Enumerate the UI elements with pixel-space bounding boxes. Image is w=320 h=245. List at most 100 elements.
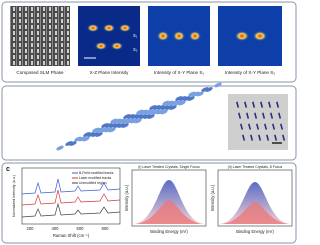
crystal [214, 82, 222, 88]
x-tick-label: 600 [77, 226, 85, 231]
x-axis-label: Raman Shift (cm⁻¹) [53, 233, 90, 238]
crystal [121, 123, 129, 128]
crystal [183, 96, 191, 101]
raman-axes [21, 167, 121, 225]
rod [264, 123, 268, 130]
marker: S₁ [133, 33, 138, 38]
crystal [83, 132, 91, 137]
caption: Intensity of X-Y Plane S₂ [225, 70, 275, 75]
x-tick-label: 400 [52, 226, 60, 231]
slm-image [10, 6, 70, 66]
crystal [100, 127, 108, 133]
sem-rods [236, 101, 286, 141]
crystal-lattice [56, 82, 222, 151]
rod [239, 123, 244, 130]
crystal [170, 100, 178, 106]
crystal [118, 118, 126, 124]
rod [252, 101, 256, 108]
raman-curve [21, 189, 121, 206]
xps-plot [131, 169, 207, 227]
rod [238, 112, 242, 119]
crystal [196, 91, 204, 97]
crystal [113, 123, 121, 128]
crystal [148, 109, 156, 115]
crystal [134, 118, 142, 124]
xy-s2-spots [235, 31, 267, 41]
crystal [87, 132, 95, 137]
plot-title: (i) Laser Treated Crystals, Single Focus [138, 165, 200, 169]
caption: Intensity of X-Y Plane S₁ [154, 70, 204, 75]
rod [282, 134, 286, 141]
crystal [192, 91, 200, 97]
crystal [136, 109, 144, 115]
rod [246, 112, 250, 119]
raman-curve [21, 178, 121, 195]
rod [254, 112, 258, 119]
rod [276, 101, 280, 108]
crystal [139, 114, 147, 119]
xy-s2-image [218, 6, 282, 66]
crystal [78, 136, 86, 142]
crystal [169, 105, 177, 110]
crystal [205, 87, 213, 92]
crystal [174, 100, 182, 106]
legend-entry: Laser modified tracks [79, 176, 112, 180]
crystal [149, 105, 157, 110]
crystal [156, 109, 164, 115]
crystal [188, 91, 196, 97]
crystal [135, 114, 143, 119]
rod [244, 101, 248, 108]
panel-label: c [6, 166, 10, 173]
x-tick-label: 200 [27, 226, 35, 231]
crystal [152, 109, 160, 115]
crystal [201, 87, 209, 92]
rod [273, 134, 278, 141]
raman-curve [21, 202, 121, 218]
crystal [162, 100, 170, 106]
crystal [178, 100, 186, 106]
crystal [82, 136, 90, 142]
crystal [117, 123, 125, 128]
crystal [187, 96, 195, 101]
figure: S₁ S₂ Composed SLM Phase X-Z Plane Inten… [1, 1, 297, 244]
xps-plot [217, 169, 293, 227]
crystal [131, 114, 139, 119]
rod [256, 123, 260, 130]
caption: X-Z Plane Intensity [90, 70, 130, 75]
rod [280, 123, 284, 130]
crystal [109, 123, 117, 128]
y-axis-label: Intensity (a.u.) [124, 184, 129, 211]
rod [278, 112, 282, 119]
crystal [96, 127, 104, 133]
rod [258, 134, 262, 141]
rod [248, 123, 252, 130]
rod [268, 101, 272, 108]
marker: S₂ [133, 47, 138, 52]
crystal [143, 114, 151, 119]
crystal [127, 114, 135, 119]
crystal [165, 105, 173, 110]
crystal [110, 118, 118, 124]
crystal [95, 132, 103, 137]
plot-title: (ii) Laser Treated Crystals, 8 Focus [228, 165, 283, 169]
crystal [157, 105, 165, 110]
crystal [179, 96, 187, 101]
legend-entry: Unmodified region [79, 181, 107, 185]
legend-entry: B-Field modified tracks [79, 171, 114, 175]
x-axis-label: Binding Energy (eV) [236, 229, 274, 234]
x-axis-label: Binding Energy (eV) [150, 229, 188, 234]
xz-image [78, 6, 140, 66]
rod [260, 101, 264, 108]
crystal [160, 109, 168, 115]
crystal [161, 105, 169, 110]
rod [250, 134, 254, 141]
crystal [91, 132, 99, 137]
crystal [122, 118, 130, 124]
caption: Composed SLM Phase [16, 70, 64, 75]
crystal [123, 114, 131, 119]
crystal [69, 141, 77, 146]
crystal [104, 127, 112, 133]
crystal [74, 136, 82, 142]
crystal [144, 109, 152, 115]
